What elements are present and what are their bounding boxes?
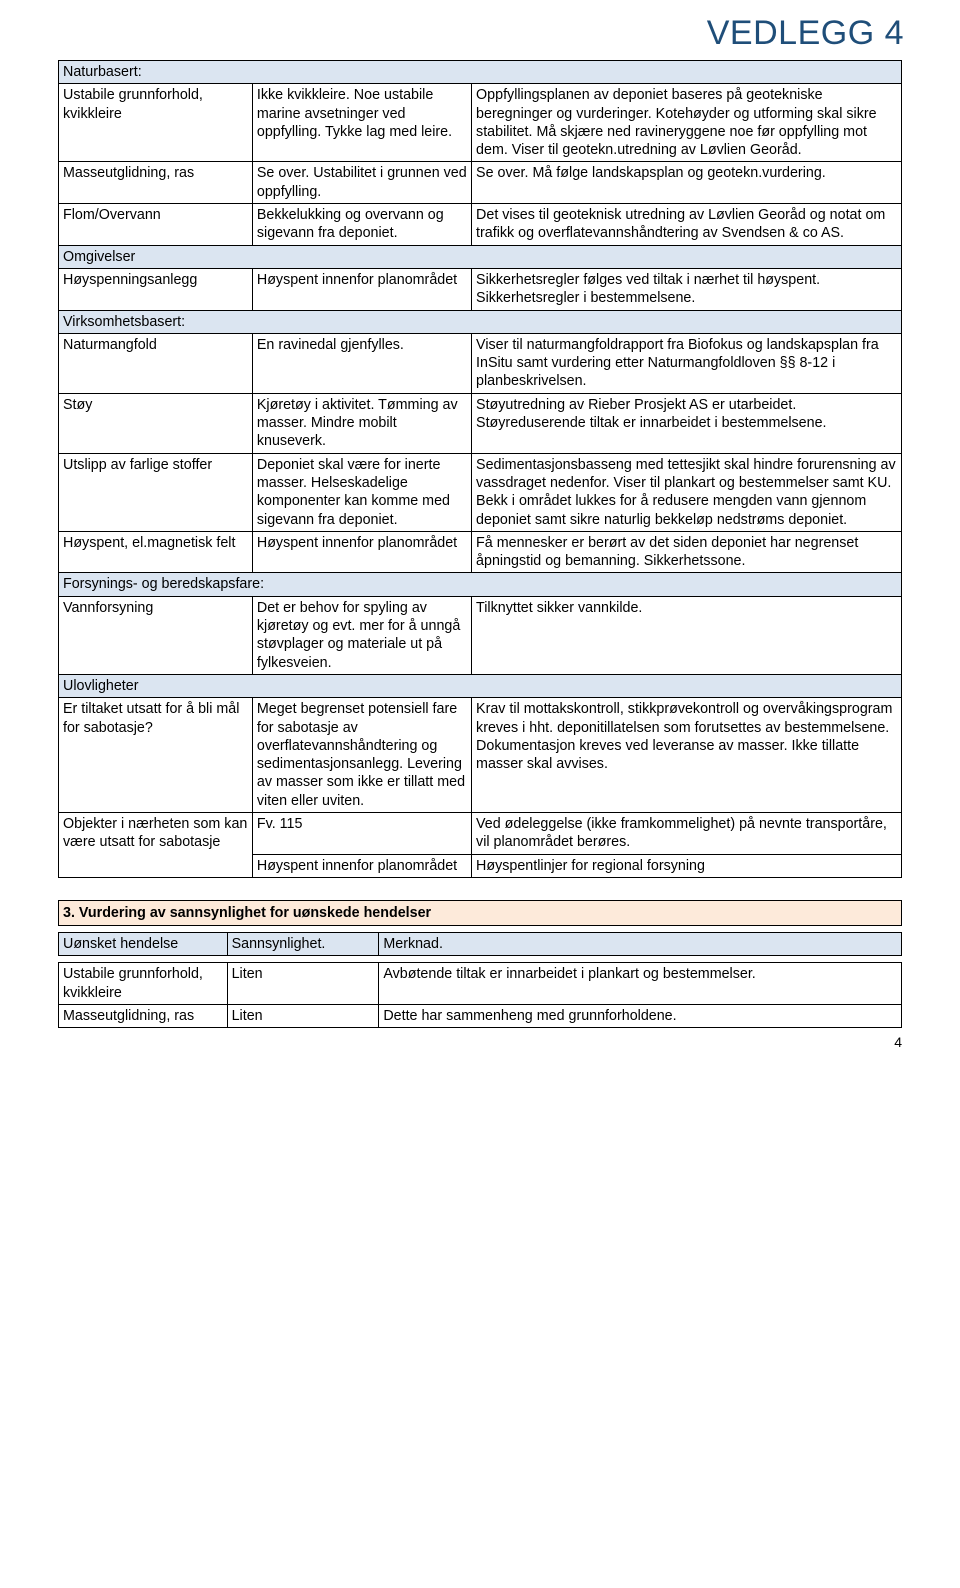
cell-measure: Få mennesker er berørt av det siden depo… (472, 531, 902, 573)
table-row: Vannforsyning Det er behov for spyling a… (59, 596, 902, 674)
cell-description: Se over. Ustabilitet i grunnen ved oppfy… (252, 162, 471, 204)
cell-description: Fv. 115 (252, 812, 471, 854)
cell-measure: Krav til mottakskontroll, stikkprøvekont… (472, 698, 902, 813)
col-header-event: Uønsket hendelse (59, 933, 228, 956)
cell-topic: Høyspenningsanlegg (59, 268, 253, 310)
table-row: Objekter i nærheten som kan være utsatt … (59, 812, 902, 854)
cell-measure: Se over. Må følge landskapsplan og geote… (472, 162, 902, 204)
cell-measure: Høyspentlinjer for regional forsyning (472, 854, 902, 877)
cell-topic: Støy (59, 393, 253, 453)
section-forsynings: Forsynings- og beredskapsfare: (59, 573, 902, 596)
cell-description: Meget begrenset potensiell fare for sabo… (252, 698, 471, 813)
cell-description: En ravinedal gjenfylles. (252, 333, 471, 393)
section-3-heading-table: 3. Vurdering av sannsynlighet for uønske… (58, 900, 902, 926)
cell-note: Dette har sammenheng med grunnforholdene… (379, 1005, 902, 1028)
table-row: Flom/Overvann Bekkelukking og overvann o… (59, 204, 902, 246)
table-row: Ustabile grunnforhold, kvikkleire Ikke k… (59, 84, 902, 162)
section-header: Omgivelser (59, 245, 902, 268)
table-row: Støy Kjøretøy i aktivitet. Tømming av ma… (59, 393, 902, 453)
table-row: Utslipp av farlige stoffer Deponiet skal… (59, 453, 902, 531)
attachment-header: VEDLEGG 4 (707, 14, 904, 53)
likelihood-table: Ustabile grunnforhold, kvikkleire Liten … (58, 962, 902, 1028)
cell-measure: Sikkerhetsregler følges ved tiltak i nær… (472, 268, 902, 310)
cell-likelihood: Liten (227, 963, 379, 1005)
cell-description: Ikke kvikkleire. Noe ustabile marine avs… (252, 84, 471, 162)
cell-measure: Viser til naturmangfoldrapport fra Biofo… (472, 333, 902, 393)
likelihood-header-table: Uønsket hendelse Sannsynlighet. Merknad. (58, 932, 902, 956)
cell-description: Høyspent innenfor planområdet (252, 531, 471, 573)
col-header-likelihood: Sannsynlighet. (227, 933, 379, 956)
cell-topic: Masseutglidning, ras (59, 162, 253, 204)
cell-measure: Det vises til geoteknisk utredning av Lø… (472, 204, 902, 246)
section-header: Virksomhetsbasert: (59, 310, 902, 333)
cell-measure: Støyutredning av Rieber Prosjekt AS er u… (472, 393, 902, 453)
likelihood-header-row: Uønsket hendelse Sannsynlighet. Merknad. (59, 933, 902, 956)
section-virksomhetsbasert: Virksomhetsbasert: (59, 310, 902, 333)
section-header: Naturbasert: (59, 61, 902, 84)
section-omgivelser: Omgivelser (59, 245, 902, 268)
cell-description: Deponiet skal være for inerte masser. He… (252, 453, 471, 531)
section-ulovligheter: Ulovligheter (59, 674, 902, 697)
section-3-heading-row: 3. Vurdering av sannsynlighet for uønske… (59, 900, 902, 925)
cell-description: Høyspent innenfor planområdet (252, 268, 471, 310)
cell-description: Bekkelukking og overvann og sigevann fra… (252, 204, 471, 246)
cell-measure: Tilknyttet sikker vannkilde. (472, 596, 902, 674)
cell-topic: Flom/Overvann (59, 204, 253, 246)
cell-description: Det er behov for spyling av kjøretøy og … (252, 596, 471, 674)
table-row: Høyspent, el.magnetisk felt Høyspent inn… (59, 531, 902, 573)
cell-measure: Sedimentasjonsbasseng med tettesjikt ska… (472, 453, 902, 531)
cell-measure: Oppfyllingsplanen av deponiet baseres på… (472, 84, 902, 162)
cell-topic: Utslipp av farlige stoffer (59, 453, 253, 531)
section-3-heading: 3. Vurdering av sannsynlighet for uønske… (59, 900, 902, 925)
cell-description: Kjøretøy i aktivitet. Tømming av masser.… (252, 393, 471, 453)
cell-topic: Høyspent, el.magnetisk felt (59, 531, 253, 573)
cell-topic: Objekter i nærheten som kan være utsatt … (59, 812, 253, 877)
table-row: Er tiltaket utsatt for å bli mål for sab… (59, 698, 902, 813)
section-header: Forsynings- og beredskapsfare: (59, 573, 902, 596)
risk-table-1: Naturbasert: Ustabile grunnforhold, kvik… (58, 60, 902, 878)
cell-event: Ustabile grunnforhold, kvikkleire (59, 963, 228, 1005)
cell-event: Masseutglidning, ras (59, 1005, 228, 1028)
cell-topic: Vannforsyning (59, 596, 253, 674)
cell-topic: Naturmangfold (59, 333, 253, 393)
table-row: Masseutglidning, ras Liten Dette har sam… (59, 1005, 902, 1028)
cell-topic: Ustabile grunnforhold, kvikkleire (59, 84, 253, 162)
section-naturbasert: Naturbasert: (59, 61, 902, 84)
table-row: Masseutglidning, ras Se over. Ustabilite… (59, 162, 902, 204)
table-row: Ustabile grunnforhold, kvikkleire Liten … (59, 963, 902, 1005)
cell-topic: Er tiltaket utsatt for å bli mål for sab… (59, 698, 253, 813)
section-header: Ulovligheter (59, 674, 902, 697)
page-number: 4 (894, 1034, 902, 1050)
cell-measure: Ved ødeleggelse (ikke framkommelighet) p… (472, 812, 902, 854)
table-row: Naturmangfold En ravinedal gjenfylles. V… (59, 333, 902, 393)
cell-likelihood: Liten (227, 1005, 379, 1028)
table-row: Høyspenningsanlegg Høyspent innenfor pla… (59, 268, 902, 310)
cell-note: Avbøtende tiltak er innarbeidet i planka… (379, 963, 902, 1005)
col-header-note: Merknad. (379, 933, 902, 956)
cell-description: Høyspent innenfor planområdet (252, 854, 471, 877)
